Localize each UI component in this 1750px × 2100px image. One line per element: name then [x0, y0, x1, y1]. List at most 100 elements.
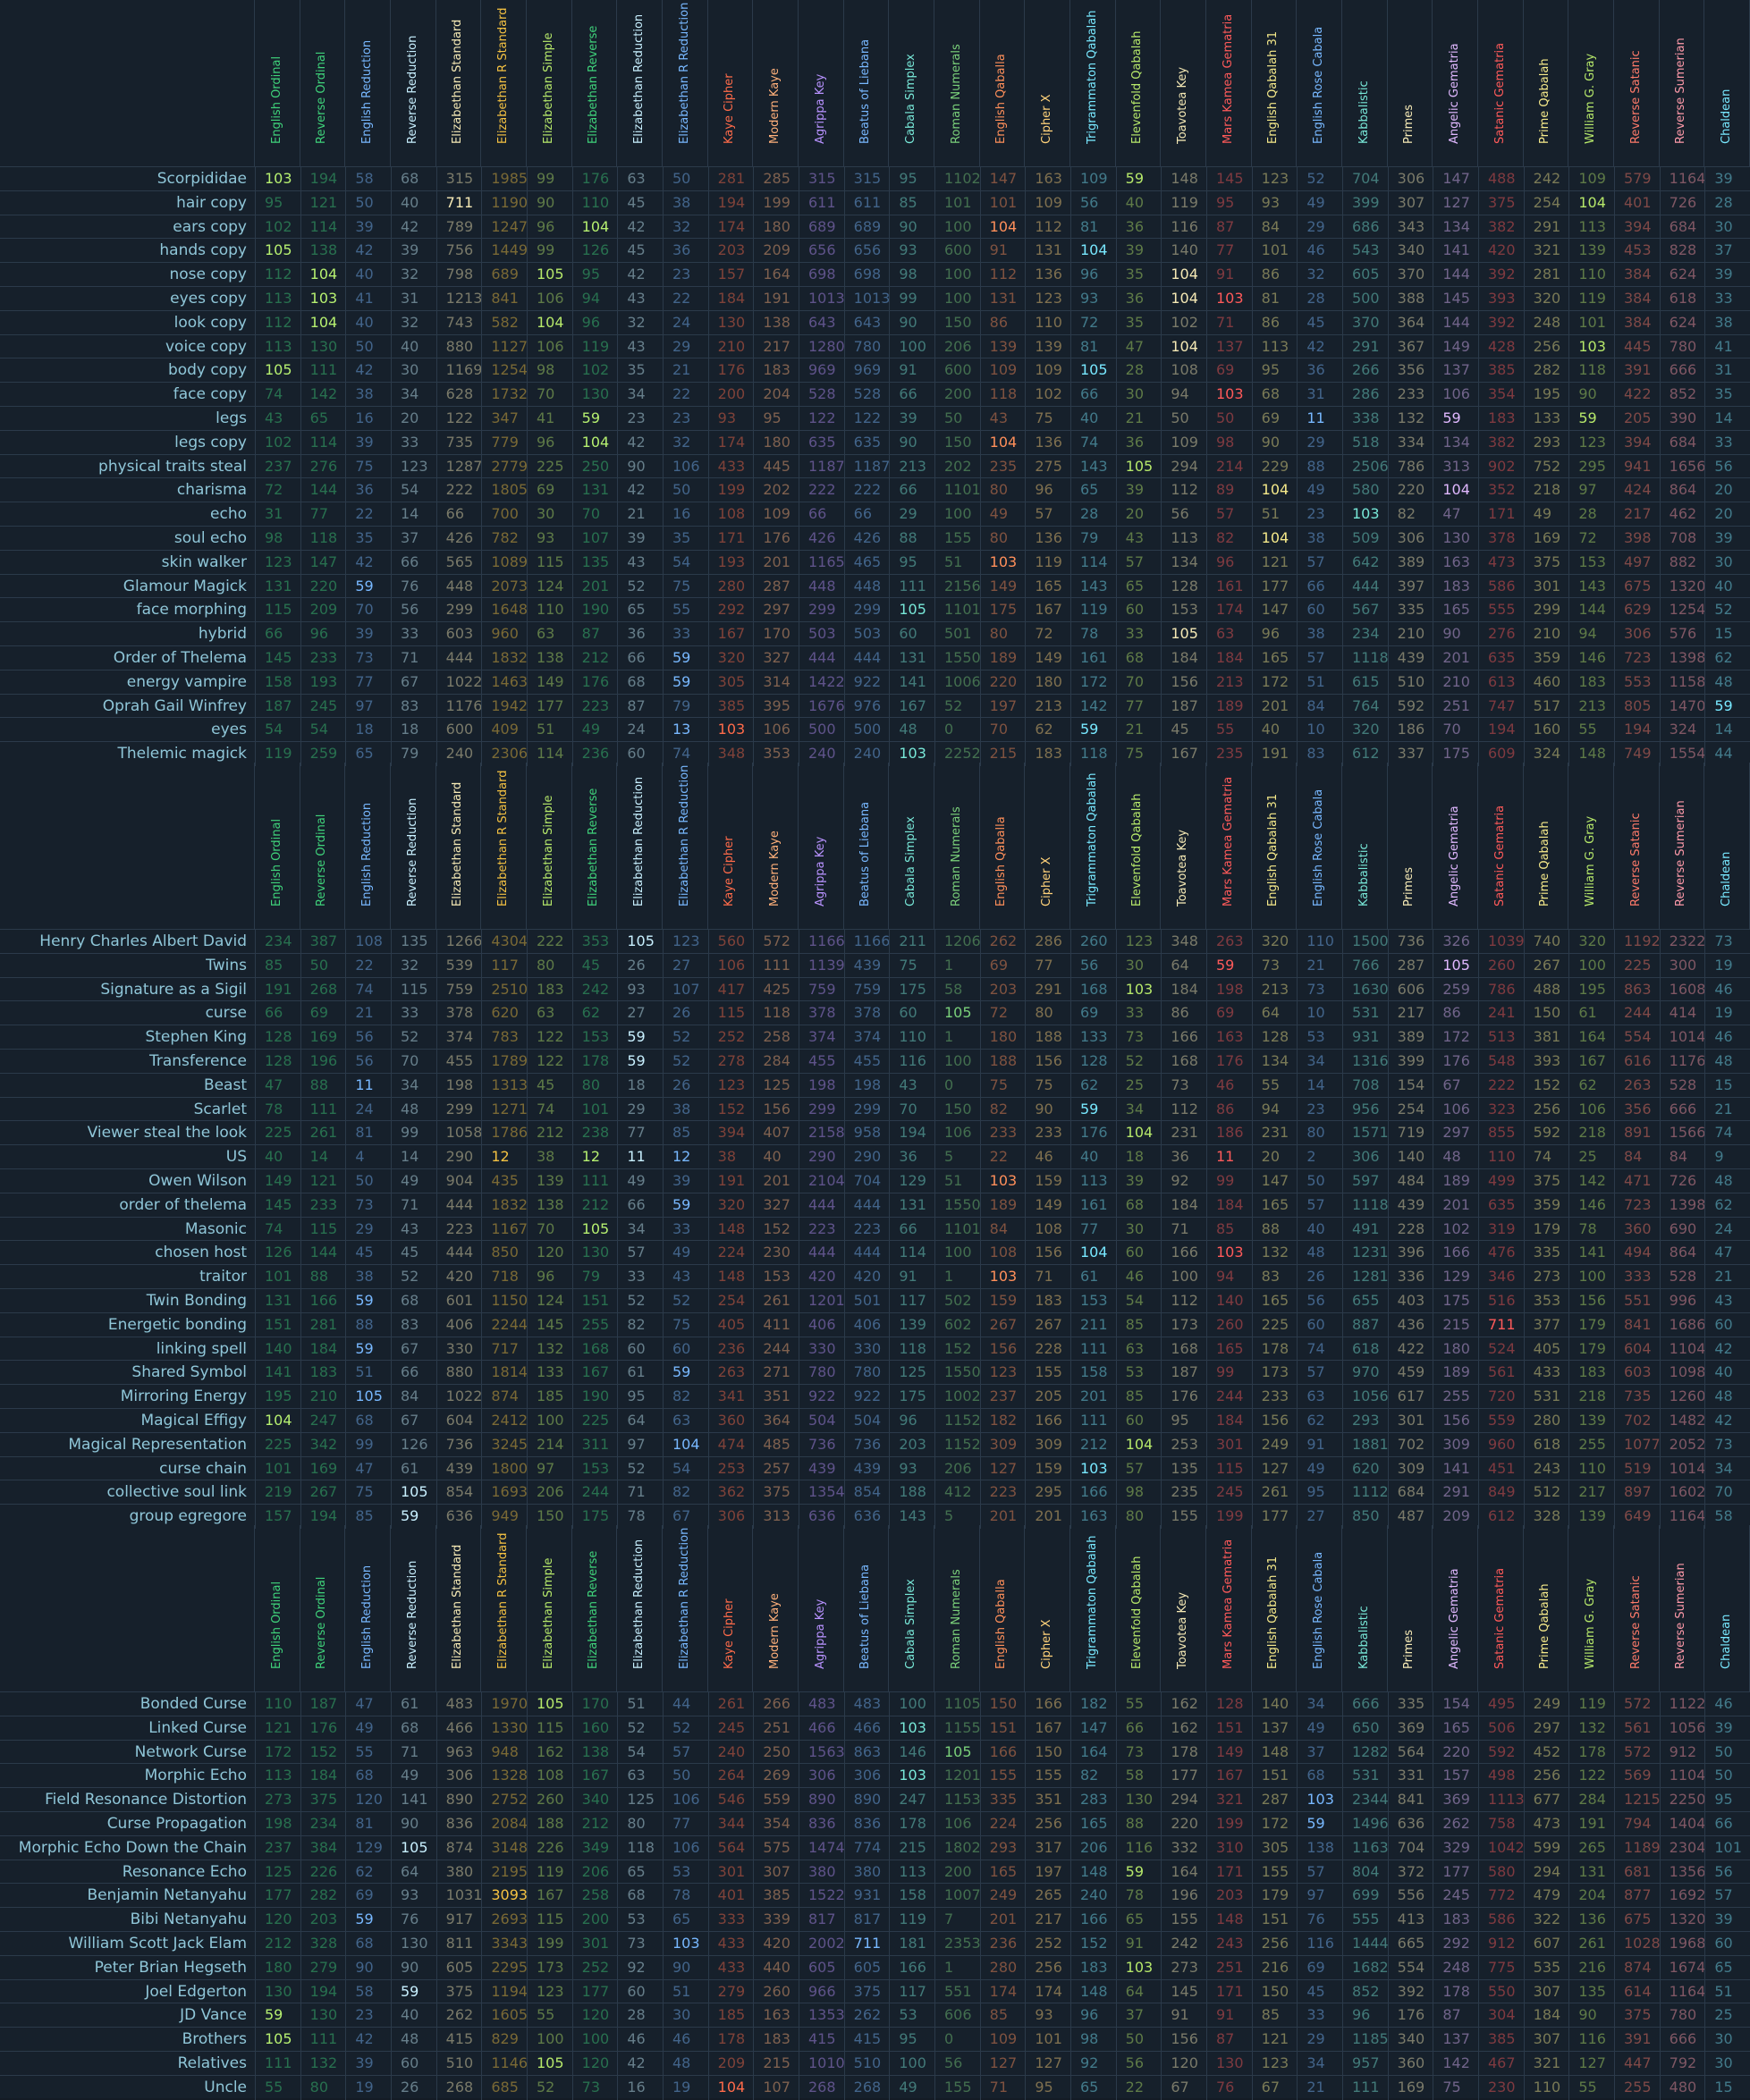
column-header[interactable]: Reverse Ordinal: [300, 763, 346, 929]
column-header[interactable]: Elevenfold Qabalah: [1116, 1525, 1162, 1691]
table-row[interactable]: Shared Symbol 141 183 51 66 880 1814 133 167 61 59…: [0, 1360, 1750, 1386]
table-row[interactable]: Bibi Netanyahu 120 203 59 76 917 2693 115 200 53 6…: [0, 1907, 1750, 1932]
column-header[interactable]: Elizabethan Standard: [436, 763, 482, 929]
table-row[interactable]: soul echo 98 118 35 37 426 782 93 107 39 35 171 176 4…: [0, 526, 1750, 551]
table-row[interactable]: Uncle 55 80 19 26 268 685 52 73 16 19 104 107 268 268 4…: [0, 2074, 1750, 2100]
column-header[interactable]: Toavotea Key: [1161, 0, 1206, 166]
column-header[interactable]: Angelic Gematria: [1433, 763, 1478, 929]
column-header[interactable]: Elizabethan Reduction: [617, 0, 663, 166]
column-header[interactable]: Primes: [1388, 1525, 1433, 1691]
column-header[interactable]: English Qaballa: [980, 0, 1026, 166]
table-row[interactable]: hands copy 105 138 42 39 756 1449 99 126 45 36 203 2…: [0, 238, 1750, 264]
table-row[interactable]: look copy 112 104 40 32 743 582 104 96 32 24 130 138…: [0, 309, 1750, 335]
column-header[interactable]: Elizabethan Reverse: [572, 1525, 618, 1691]
column-header[interactable]: Toavotea Key: [1161, 763, 1206, 929]
table-row[interactable]: Beast 47 88 11 34 198 1313 45 80 18 26 123 125 198 198…: [0, 1072, 1750, 1098]
column-header[interactable]: Chaldean: [1704, 1525, 1750, 1691]
column-header[interactable]: Cabala Simplex: [889, 1525, 934, 1691]
column-header[interactable]: Trigrammaton Qabalah: [1070, 763, 1116, 929]
column-header[interactable]: Satanic Gematria: [1478, 0, 1524, 166]
column-header[interactable]: Agrippa Key: [799, 0, 844, 166]
table-row[interactable]: hybrid 66 96 39 33 603 960 63 87 36 33 167 170 503 503…: [0, 621, 1750, 646]
column-header[interactable]: Reverse Sumerian: [1660, 0, 1705, 166]
table-row[interactable]: Morphic Echo Down the Chain 237 384 129 105 8…: [0, 1834, 1750, 1860]
column-header[interactable]: Elizabethan Standard: [436, 0, 482, 166]
table-row[interactable]: Magical Effigy 104 247 68 67 604 2412 100 225 64 6…: [0, 1408, 1750, 1433]
column-header[interactable]: Mars Kamea Gematria: [1206, 0, 1252, 166]
table-row[interactable]: Signature as a Sigil 191 268 74 115 759 2510 18…: [0, 976, 1750, 1002]
column-header[interactable]: English Qaballa: [980, 1525, 1026, 1691]
column-header[interactable]: Reverse Sumerian: [1660, 1525, 1705, 1691]
column-header[interactable]: English Qabalah 31: [1252, 1525, 1298, 1691]
column-header[interactable]: Elizabethan R Standard: [481, 1525, 527, 1691]
column-header[interactable]: Elevenfold Qabalah: [1116, 0, 1162, 166]
column-header[interactable]: Elizabethan Reduction: [617, 1525, 663, 1691]
column-header[interactable]: Beatus of Liebana: [844, 1525, 890, 1691]
column-header[interactable]: Elizabethan Simple: [527, 763, 572, 929]
column-header[interactable]: Kabbalistic: [1342, 1525, 1388, 1691]
column-header[interactable]: Elizabethan R Reduction: [663, 1525, 708, 1691]
column-header[interactable]: Reverse Ordinal: [300, 1525, 346, 1691]
column-header[interactable]: Trigrammaton Qabalah: [1070, 1525, 1116, 1691]
table-row[interactable]: voice copy 113 130 50 40 880 1127 106 119 43 29 210…: [0, 333, 1750, 359]
column-header[interactable]: Elizabethan R Reduction: [663, 763, 708, 929]
column-header[interactable]: Primes: [1388, 0, 1433, 166]
table-row[interactable]: Field Resonance Distortion 273 375 120 141 89…: [0, 1787, 1750, 1812]
column-header[interactable]: Elizabethan Reverse: [572, 0, 618, 166]
table-row[interactable]: nose copy 112 104 40 32 798 689 105 95 42 23 157 164…: [0, 262, 1750, 287]
column-header[interactable]: Cabala Simplex: [889, 0, 934, 166]
column-header[interactable]: Reverse Ordinal: [300, 0, 346, 166]
column-header[interactable]: English Qabalah 31: [1252, 763, 1298, 929]
table-row[interactable]: legs copy 102 114 39 33 735 779 96 104 42 32 174 180…: [0, 429, 1750, 455]
column-header[interactable]: Reverse Satanic: [1614, 763, 1660, 929]
column-header[interactable]: English Ordinal: [255, 1525, 300, 1691]
table-row[interactable]: collective soul link 219 267 75 105 854 1693 20…: [0, 1480, 1750, 1505]
column-header[interactable]: Chaldean: [1704, 763, 1750, 929]
table-row[interactable]: JD Vance 59 130 23 40 262 1605 55 120 28 30 185 163 1…: [0, 2003, 1750, 2028]
table-row[interactable]: chosen host 126 144 45 45 444 850 120 130 57 49 224…: [0, 1240, 1750, 1266]
column-header[interactable]: Modern Kaye: [753, 0, 799, 166]
table-row[interactable]: Bonded Curse 110 187 47 61 483 1970 105 170 51 44 2…: [0, 1691, 1750, 1716]
table-row[interactable]: Transference 128 196 56 70 455 1789 122 178 59 52 2…: [0, 1049, 1750, 1074]
column-header[interactable]: Reverse Satanic: [1614, 1525, 1660, 1691]
table-row[interactable]: Twins 85 50 22 32 539 117 80 45 26 27 106 111 1139 439…: [0, 952, 1750, 978]
table-row[interactable]: Henry Charles Albert David 234 387 108 135 12…: [0, 929, 1750, 954]
table-row[interactable]: Network Curse 172 152 55 71 963 948 162 138 54 57 2…: [0, 1739, 1750, 1765]
column-header[interactable]: English Ordinal: [255, 0, 300, 166]
table-row[interactable]: order of thelema 145 233 73 71 444 1832 138 212 6…: [0, 1192, 1750, 1218]
table-row[interactable]: eyes 54 54 18 18 600 409 51 49 24 13 103 106 500 500 48…: [0, 717, 1750, 743]
column-header[interactable]: Beatus of Liebana: [844, 0, 890, 166]
column-header[interactable]: English Rose Cabala: [1297, 1525, 1342, 1691]
table-row[interactable]: Brothers 105 111 42 48 415 829 100 100 46 46 178 183…: [0, 2027, 1750, 2052]
table-row[interactable]: group egregore 157 194 85 59 636 949 150 175 78 67…: [0, 1504, 1750, 1529]
column-header[interactable]: Kabbalistic: [1342, 0, 1388, 166]
table-row[interactable]: linking spell 140 184 59 67 330 717 132 168 60 60 2…: [0, 1336, 1750, 1362]
column-header[interactable]: Satanic Gematria: [1478, 763, 1524, 929]
column-header[interactable]: Cipher X: [1025, 763, 1070, 929]
column-header[interactable]: Cipher X: [1025, 0, 1070, 166]
column-header[interactable]: Primes: [1388, 763, 1433, 929]
column-header[interactable]: Cabala Simplex: [889, 763, 934, 929]
table-row[interactable]: Thelemic magick 119 259 65 79 240 2306 114 236 60…: [0, 741, 1750, 766]
table-row[interactable]: Magical Representation 225 342 99 126 736 3245…: [0, 1431, 1750, 1457]
column-header[interactable]: Prime Qabalah: [1524, 0, 1569, 166]
column-header[interactable]: English Reduction: [345, 763, 391, 929]
column-header[interactable]: Agrippa Key: [799, 763, 844, 929]
table-row[interactable]: Curse Propagation 198 234 81 90 836 2084 188 212…: [0, 1811, 1750, 1836]
column-header[interactable]: Reverse Sumerian: [1660, 763, 1705, 929]
column-header[interactable]: Roman Numerals: [934, 0, 980, 166]
column-header[interactable]: Agrippa Key: [799, 1525, 844, 1691]
column-header[interactable]: Angelic Gematria: [1433, 1525, 1478, 1691]
table-row[interactable]: curse chain 101 169 47 61 439 1800 97 153 52 54 253…: [0, 1455, 1750, 1481]
table-row[interactable]: eyes copy 113 103 41 31 1213 841 106 94 43 22 184 19…: [0, 286, 1750, 311]
column-header[interactable]: Roman Numerals: [934, 1525, 980, 1691]
table-row[interactable]: Relatives 111 132 39 60 510 1146 105 120 42 48 209 2…: [0, 2051, 1750, 2076]
table-row[interactable]: Stephen King 128 169 56 52 374 783 122 153 59 52 25…: [0, 1025, 1750, 1050]
column-header[interactable]: English Ordinal: [255, 763, 300, 929]
table-row[interactable]: William Scott Jack Elam 212 328 68 130 811 334…: [0, 1931, 1750, 1956]
column-header[interactable]: Elizabethan Simple: [527, 0, 572, 166]
column-header[interactable]: Kaye Cipher: [708, 0, 754, 166]
column-header[interactable]: Kaye Cipher: [708, 763, 754, 929]
column-header[interactable]: Chaldean: [1704, 0, 1750, 166]
column-header[interactable]: Prime Qabalah: [1524, 1525, 1569, 1691]
